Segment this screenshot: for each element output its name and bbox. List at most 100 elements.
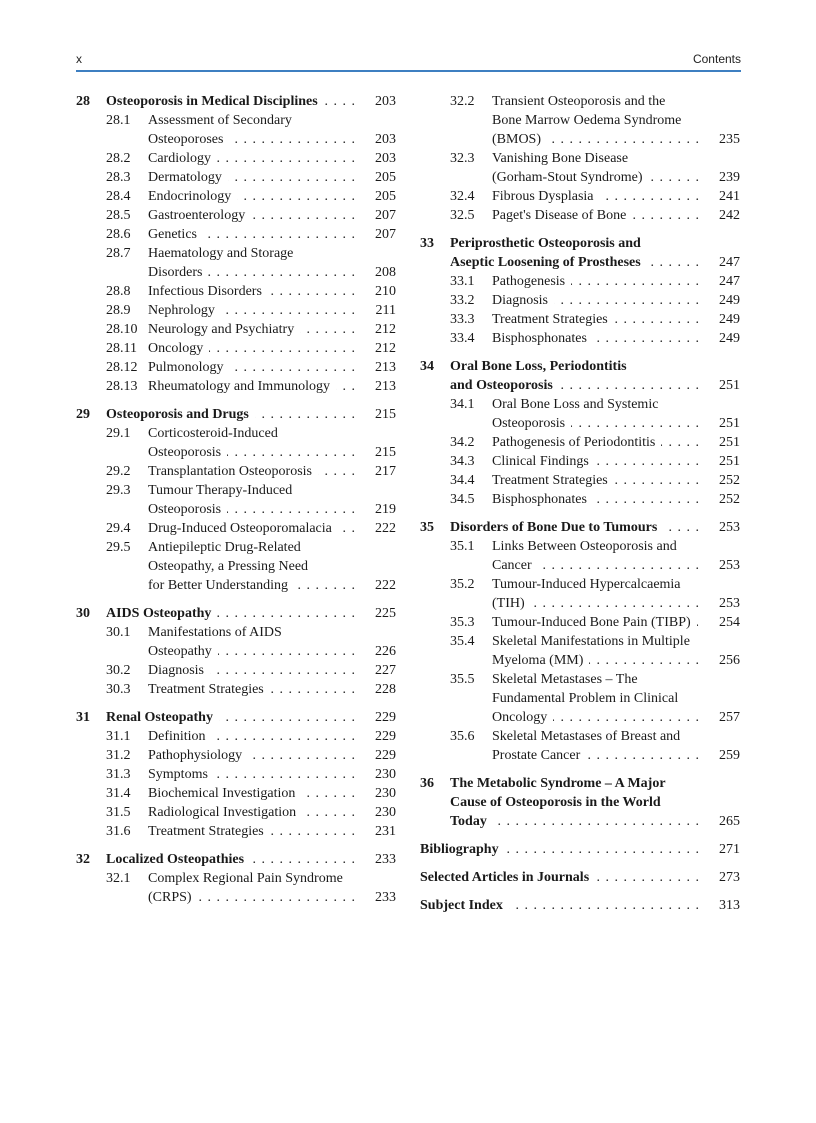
toc-entry-section[interactable]: 31.6 Treatment Strategies . . . . . . . . … <box>76 822 396 841</box>
page-ref: 212 <box>375 341 396 356</box>
toc-entry-section[interactable]: 35.5 Skeletal Metastases – The Fundamental… <box>420 670 740 727</box>
toc-entry-section[interactable]: 30.2 Diagnosis . . . . . . . . . . . . . .… <box>76 661 396 680</box>
page-ref: 247 <box>719 255 740 270</box>
entry-title-line: Localized Osteopathies <box>106 852 245 867</box>
toc-entry-section[interactable]: 30.3 Treatment Strategies . . . . . . . . … <box>76 680 396 699</box>
page-ref: 215 <box>375 407 396 422</box>
toc-entry-section[interactable]: 31.3 Symptoms . . . . . . . . . . . . . . … <box>76 765 396 784</box>
toc-entry-section[interactable]: 29.2 Transplantation Osteoporosis . . . . … <box>76 462 396 481</box>
toc-column-left: 28 Osteoporosis in Medical Disciplines . .… <box>76 92 396 907</box>
section-number: 32.4 <box>450 189 475 204</box>
toc-entry-section[interactable]: 31.5 Radiological Investigation . . . . . … <box>76 803 396 822</box>
toc-entry-section[interactable]: 28.7 Haematology and Storage Disorders . . … <box>76 244 396 282</box>
page-ref: 252 <box>719 492 740 507</box>
toc-entry-section[interactable]: 33.2 Diagnosis . . . . . . . . . . . . . .… <box>420 291 740 310</box>
page-ref: 273 <box>719 870 740 885</box>
entry-title-line: The Metabolic Syndrome – A Major <box>450 776 666 791</box>
toc-entry-section[interactable]: 35.3 Tumour-Induced Bone Pain (TIBP) . . .… <box>420 613 740 632</box>
toc-entry-chapter[interactable]: 30 AIDS Osteopathy . . . . . . . . . . . .… <box>76 604 396 623</box>
toc-entry-section[interactable]: 28.4 Endocrinology . . . . . . . . . . . .… <box>76 187 396 206</box>
toc-entry-chapter[interactable]: 28 Osteoporosis in Medical Disciplines . .… <box>76 92 396 111</box>
toc-entry-section[interactable]: 29.1 Corticosteroid-Induced Osteoporosis . … <box>76 424 396 462</box>
page-ref: 230 <box>375 805 396 820</box>
toc-entry-chapter[interactable]: 32 Localized Osteopathies . . . . . . . . … <box>76 850 396 869</box>
toc-entry-section[interactable]: 34.4 Treatment Strategies . . . . . . . . … <box>420 471 740 490</box>
dot-leader: . . . . . . . . . . . . . . . . . . . . … <box>250 852 356 867</box>
page-ref: 210 <box>375 284 396 299</box>
page-ref: 215 <box>375 445 396 460</box>
dot-leader: . . . . . . . . . . . . . . . . . . . . … <box>697 613 700 632</box>
toc-entry-section[interactable]: 28.13 Rheumatology and Immunology . . . . … <box>76 377 396 396</box>
page-ref: 222 <box>375 521 396 536</box>
toc-entry-chapter[interactable]: 35 Disorders of Bone Due to Tumours . . . … <box>420 518 740 537</box>
toc-entry-chapter[interactable]: 34 Oral Bone Loss, Periodontitis and Osteo… <box>420 357 740 395</box>
entry-title-line: Skeletal Metastases – The <box>492 672 638 687</box>
toc-entry-section[interactable]: 32.4 Fibrous Dysplasia . . . . . . . . . .… <box>420 187 740 206</box>
toc-entry-section[interactable]: 33.3 Treatment Strategies . . . . . . . . … <box>420 310 740 329</box>
toc-entry-section[interactable]: 29.5 Antiepileptic Drug-Related Osteopathy… <box>76 538 396 595</box>
toc-entry-section[interactable]: 29.4 Drug-Induced Osteoporomalacia . . . .… <box>76 519 396 538</box>
toc-entry-back[interactable]: Subject Index . . . . . . . . . . . . . .… <box>420 896 740 915</box>
section-number: 33.1 <box>450 274 475 289</box>
toc-entry-chapter[interactable]: 36 The Metabolic Syndrome – A Major Cause … <box>420 774 740 831</box>
toc-entry-section[interactable]: 28.5 Gastroenterology . . . . . . . . . . … <box>76 206 396 225</box>
entry-title-line: Oral Bone Loss and Systemic <box>492 397 659 412</box>
toc-entry-section[interactable]: 35.6 Skeletal Metastases of Breast and Pro… <box>420 727 740 765</box>
dot-leader: . . . . . . . . . . . . . . . . . . . . … <box>595 870 700 885</box>
entry-title-line: Myeloma (MM) <box>492 653 584 668</box>
toc-entry-section[interactable]: 28.2 Cardiology . . . . . . . . . . . . . … <box>76 149 396 168</box>
toc-entry-back[interactable]: Selected Articles in Journals . . . . . .… <box>420 868 740 887</box>
chapter-number: 30 <box>76 606 90 621</box>
toc-entry-back[interactable]: Bibliography . . . . . . . . . . . . . . … <box>420 840 740 859</box>
entry-title-line: Diagnosis <box>492 293 548 308</box>
entry-title-line: Drug-Induced Osteoporomalacia <box>148 521 332 536</box>
dot-leader: . . . . . . . . . . . . . . . . . . . . … <box>661 435 700 450</box>
toc-entry-chapter[interactable]: 33 Periprosthetic Osteoporosis and Aseptic… <box>420 234 740 272</box>
toc-entry-chapter[interactable]: 31 Renal Osteopathy . . . . . . . . . . . … <box>76 708 396 727</box>
section-number: 31.2 <box>106 748 131 763</box>
toc-entry-section[interactable]: 31.2 Pathophysiology . . . . . . . . . . .… <box>76 746 396 765</box>
section-number: 35.3 <box>450 615 475 630</box>
dot-leader: . . . . . . . . . . . . . . . . . . . . … <box>600 189 700 204</box>
entry-title-line: Osteopathy <box>148 644 212 659</box>
toc-entry-section[interactable]: 34.2 Pathogenesis of Periodontitis . . . .… <box>420 433 740 452</box>
toc-entry-section[interactable]: 31.4 Biochemical Investigation . . . . . .… <box>76 784 396 803</box>
chapter-number: 28 <box>76 94 90 109</box>
page-ref: 251 <box>719 435 740 450</box>
toc-entry-section[interactable]: 32.3 Vanishing Bone Disease (Gorham-Stout … <box>420 149 740 187</box>
toc-entry-section[interactable]: 33.1 Pathogenesis . . . . . . . . . . . . … <box>420 272 740 291</box>
page-ref: 213 <box>375 379 396 394</box>
page-ref: 239 <box>719 170 740 185</box>
toc-entry-section[interactable]: 28.11 Oncology . . . . . . . . . . . . . .… <box>76 339 396 358</box>
toc-entry-section[interactable]: 31.1 Definition . . . . . . . . . . . . . … <box>76 727 396 746</box>
entry-title-line: Haematology and Storage <box>148 246 294 261</box>
dot-leader: . . . . . . . . . . . . . . . . . . . . … <box>227 502 356 517</box>
toc-entry-section[interactable]: 28.9 Nephrology . . . . . . . . . . . . . … <box>76 301 396 320</box>
toc-entry-section[interactable]: 28.12 Pulmonology . . . . . . . . . . . . … <box>76 358 396 377</box>
toc-entry-section[interactable]: 35.1 Links Between Osteoporosis and Cancer… <box>420 537 740 575</box>
toc-entry-section[interactable]: 32.5 Paget's Disease of Bone . . . . . . .… <box>420 206 740 225</box>
toc-entry-section[interactable]: 34.3 Clinical Findings . . . . . . . . . .… <box>420 452 740 471</box>
toc-entry-section[interactable]: 35.2 Tumour-Induced Hypercalcaemia (TIH) . … <box>420 575 740 613</box>
dot-leader: . . . . . . . . . . . . . . . . . . . . … <box>493 814 700 829</box>
toc-entry-section[interactable]: 28.10 Neurology and Psychiatry . . . . . .… <box>76 320 396 339</box>
toc-entry-section[interactable]: 34.5 Bisphosphonates . . . . . . . . . . .… <box>420 490 740 509</box>
toc-entry-section[interactable]: 28.3 Dermatology . . . . . . . . . . . . .… <box>76 168 396 187</box>
toc-entry-section[interactable]: 32.2 Transient Osteoporosis and the Bone M… <box>420 92 740 149</box>
toc-entry-chapter[interactable]: 29 Osteoporosis and Drugs . . . . . . . . … <box>76 405 396 424</box>
toc-entry-section[interactable]: 32.1 Complex Regional Pain Syndrome (CRPS)… <box>76 869 396 907</box>
toc-entry-section[interactable]: 34.1 Oral Bone Loss and Systemic Osteoporo… <box>420 395 740 433</box>
page-ref: 207 <box>375 208 396 223</box>
dot-leader: . . . . . . . . . . . . . . . . . . . . … <box>586 748 700 763</box>
toc-entry-section[interactable]: 28.1 Assessment of Secondary Osteoporoses.… <box>76 111 396 149</box>
section-number: 28.13 <box>106 379 138 394</box>
dot-leader: . . . . . . . . . . . . . . . . . . . . … <box>218 644 356 659</box>
toc-entry-section[interactable]: 33.4 Bisphosphonates . . . . . . . . . . .… <box>420 329 740 348</box>
entry-title-line: Rheumatology and Immunology <box>148 379 330 394</box>
toc-entry-section[interactable]: 28.8 Infectious Disorders . . . . . . . . … <box>76 282 396 301</box>
toc-entry-section[interactable]: 29.3 Tumour Therapy-Induced Osteoporosis . … <box>76 481 396 519</box>
toc-entry-section[interactable]: 30.1 Manifestations of AIDS Osteopathy . . … <box>76 623 396 661</box>
toc-entry-section[interactable]: 28.6 Genetics . . . . . . . . . . . . . . … <box>76 225 396 244</box>
dot-leader: . . . . . . . . . . . . . . . . . . . . … <box>614 473 700 488</box>
toc-entry-section[interactable]: 35.4 Skeletal Manifestations in Multiple M… <box>420 632 740 670</box>
